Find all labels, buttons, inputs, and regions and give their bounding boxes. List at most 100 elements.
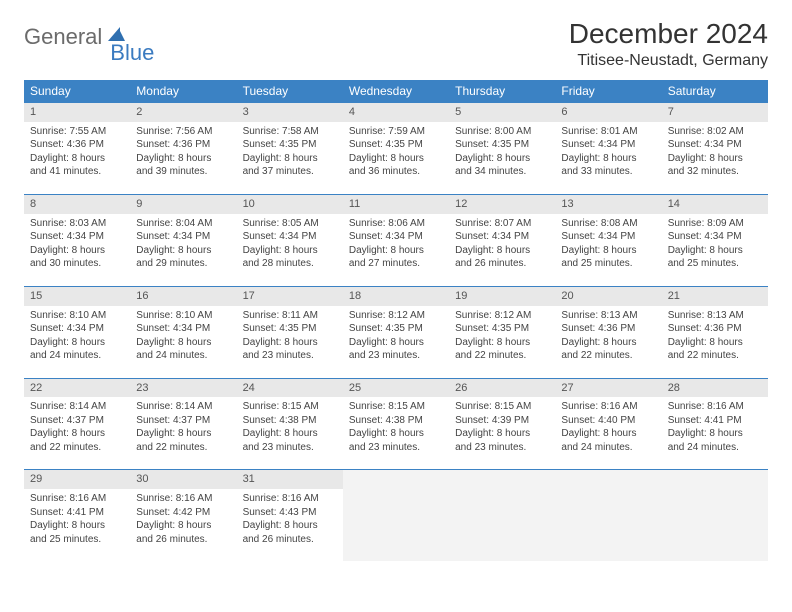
calendar-day-cell: 19Sunrise: 8:12 AMSunset: 4:35 PMDayligh… [449,286,555,378]
day-line-d1: Daylight: 8 hours [561,427,655,441]
day-line-d1: Daylight: 8 hours [30,427,124,441]
day-line-sr: Sunrise: 8:11 AM [243,309,337,323]
day-line-d1: Daylight: 8 hours [136,519,230,533]
day-line-sr: Sunrise: 8:01 AM [561,125,655,139]
day-body: Sunrise: 8:15 AMSunset: 4:38 PMDaylight:… [237,397,343,469]
day-line-d2: and 24 minutes. [561,441,655,455]
calendar-week-row: 15Sunrise: 8:10 AMSunset: 4:34 PMDayligh… [24,286,768,378]
day-line-ss: Sunset: 4:40 PM [561,414,655,428]
day-body: Sunrise: 8:05 AMSunset: 4:34 PMDaylight:… [237,214,343,286]
day-line-sr: Sunrise: 8:16 AM [30,492,124,506]
day-line-d2: and 25 minutes. [668,257,762,271]
day-line-ss: Sunset: 4:37 PM [30,414,124,428]
day-line-d2: and 24 minutes. [30,349,124,363]
day-line-d2: and 41 minutes. [30,165,124,179]
day-number: 29 [24,470,130,489]
day-line-d1: Daylight: 8 hours [30,519,124,533]
day-line-ss: Sunset: 4:36 PM [136,138,230,152]
calendar-day-cell: 7Sunrise: 8:02 AMSunset: 4:34 PMDaylight… [662,103,768,195]
day-number: 27 [555,379,661,398]
day-line-sr: Sunrise: 8:15 AM [243,400,337,414]
day-line-sr: Sunrise: 8:14 AM [30,400,124,414]
day-body: Sunrise: 8:03 AMSunset: 4:34 PMDaylight:… [24,214,130,286]
day-body: Sunrise: 8:14 AMSunset: 4:37 PMDaylight:… [130,397,236,469]
calendar-day-cell: 23Sunrise: 8:14 AMSunset: 4:37 PMDayligh… [130,378,236,470]
day-body: Sunrise: 7:58 AMSunset: 4:35 PMDaylight:… [237,122,343,194]
day-body: Sunrise: 8:13 AMSunset: 4:36 PMDaylight:… [662,306,768,378]
day-number: 17 [237,287,343,306]
day-line-ss: Sunset: 4:36 PM [30,138,124,152]
day-line-sr: Sunrise: 8:14 AM [136,400,230,414]
day-number: 19 [449,287,555,306]
day-line-sr: Sunrise: 8:05 AM [243,217,337,231]
day-line-sr: Sunrise: 8:08 AM [561,217,655,231]
day-line-sr: Sunrise: 8:16 AM [668,400,762,414]
day-body [449,489,555,561]
calendar-day-cell: 10Sunrise: 8:05 AMSunset: 4:34 PMDayligh… [237,194,343,286]
day-line-ss: Sunset: 4:36 PM [561,322,655,336]
day-line-d2: and 24 minutes. [136,349,230,363]
calendar-day-cell: 13Sunrise: 8:08 AMSunset: 4:34 PMDayligh… [555,194,661,286]
day-body: Sunrise: 8:07 AMSunset: 4:34 PMDaylight:… [449,214,555,286]
day-line-d1: Daylight: 8 hours [455,336,549,350]
day-line-d2: and 29 minutes. [136,257,230,271]
day-line-sr: Sunrise: 8:04 AM [136,217,230,231]
day-line-d1: Daylight: 8 hours [30,152,124,166]
calendar-day-cell: 6Sunrise: 8:01 AMSunset: 4:34 PMDaylight… [555,103,661,195]
day-line-sr: Sunrise: 8:13 AM [668,309,762,323]
day-line-d1: Daylight: 8 hours [349,336,443,350]
weekday-header: Friday [555,80,661,103]
day-body: Sunrise: 8:11 AMSunset: 4:35 PMDaylight:… [237,306,343,378]
day-line-sr: Sunrise: 8:15 AM [349,400,443,414]
day-number: 16 [130,287,236,306]
calendar-day-cell: 1Sunrise: 7:55 AMSunset: 4:36 PMDaylight… [24,103,130,195]
day-body [555,489,661,561]
day-line-d1: Daylight: 8 hours [668,427,762,441]
day-line-d1: Daylight: 8 hours [561,336,655,350]
calendar-week-row: 8Sunrise: 8:03 AMSunset: 4:34 PMDaylight… [24,194,768,286]
calendar-day-cell: 11Sunrise: 8:06 AMSunset: 4:34 PMDayligh… [343,194,449,286]
day-line-d2: and 27 minutes. [349,257,443,271]
day-line-ss: Sunset: 4:37 PM [136,414,230,428]
day-line-d2: and 25 minutes. [561,257,655,271]
day-body: Sunrise: 8:13 AMSunset: 4:36 PMDaylight:… [555,306,661,378]
day-body: Sunrise: 8:16 AMSunset: 4:43 PMDaylight:… [237,489,343,561]
day-line-d2: and 22 minutes. [30,441,124,455]
calendar-day-cell: 30Sunrise: 8:16 AMSunset: 4:42 PMDayligh… [130,470,236,561]
day-body: Sunrise: 8:16 AMSunset: 4:41 PMDaylight:… [24,489,130,561]
calendar-day-cell: 21Sunrise: 8:13 AMSunset: 4:36 PMDayligh… [662,286,768,378]
day-line-d2: and 23 minutes. [455,441,549,455]
logo: General Blue [24,24,154,50]
day-line-d2: and 22 minutes. [455,349,549,363]
day-body: Sunrise: 8:15 AMSunset: 4:39 PMDaylight:… [449,397,555,469]
weekday-header-row: Sunday Monday Tuesday Wednesday Thursday… [24,80,768,103]
day-line-ss: Sunset: 4:34 PM [243,230,337,244]
day-line-ss: Sunset: 4:34 PM [455,230,549,244]
day-line-d2: and 37 minutes. [243,165,337,179]
weekday-header: Thursday [449,80,555,103]
calendar-day-cell: 3Sunrise: 7:58 AMSunset: 4:35 PMDaylight… [237,103,343,195]
day-line-sr: Sunrise: 8:00 AM [455,125,549,139]
day-body: Sunrise: 8:10 AMSunset: 4:34 PMDaylight:… [24,306,130,378]
day-number: 10 [237,195,343,214]
calendar-day-cell: 8Sunrise: 8:03 AMSunset: 4:34 PMDaylight… [24,194,130,286]
calendar-day-cell [343,470,449,561]
calendar-day-cell: 26Sunrise: 8:15 AMSunset: 4:39 PMDayligh… [449,378,555,470]
calendar-day-cell: 18Sunrise: 8:12 AMSunset: 4:35 PMDayligh… [343,286,449,378]
day-line-sr: Sunrise: 8:16 AM [136,492,230,506]
calendar-day-cell: 17Sunrise: 8:11 AMSunset: 4:35 PMDayligh… [237,286,343,378]
day-line-ss: Sunset: 4:34 PM [668,138,762,152]
day-line-sr: Sunrise: 8:10 AM [30,309,124,323]
day-number: 15 [24,287,130,306]
calendar-day-cell: 12Sunrise: 8:07 AMSunset: 4:34 PMDayligh… [449,194,555,286]
day-line-d2: and 23 minutes. [349,349,443,363]
day-line-d2: and 39 minutes. [136,165,230,179]
calendar-day-cell [449,470,555,561]
day-number: 11 [343,195,449,214]
day-line-ss: Sunset: 4:35 PM [455,322,549,336]
calendar-day-cell: 22Sunrise: 8:14 AMSunset: 4:37 PMDayligh… [24,378,130,470]
day-line-sr: Sunrise: 7:59 AM [349,125,443,139]
day-body: Sunrise: 8:06 AMSunset: 4:34 PMDaylight:… [343,214,449,286]
weekday-header: Wednesday [343,80,449,103]
day-body [343,489,449,561]
